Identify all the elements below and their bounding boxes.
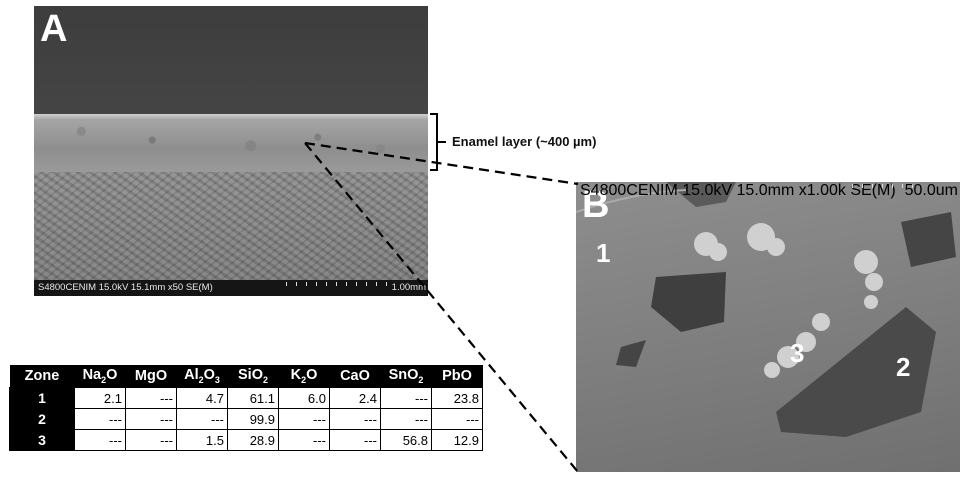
header-oxide: SiO2 [227,365,279,388]
zone-cell: 2 [9,408,75,430]
table-row: 2 --- --- --- 99.9 --- --- --- --- [9,408,483,430]
value-cell: 12.9 [431,429,483,451]
substrate-region [34,172,428,280]
bright-clusters [694,223,883,378]
enamel-layer-annotation: Enamel layer (~400 µm) [452,134,597,149]
sem-background-region [34,6,428,116]
header-oxide: CaO [329,365,381,388]
zoom-line-top [304,141,579,186]
value-cell: 99.9 [227,408,279,430]
header-oxide: Al2O3 [176,365,228,388]
value-cell: --- [74,408,126,430]
header-oxide: MgO [125,365,177,388]
value-cell: 2.4 [329,387,381,409]
value-cell: --- [125,408,177,430]
value-cell: --- [431,408,483,430]
sem-footer-b: S4800CENIM 15.0kV 15.0mm x1.00k SE(M) 50… [576,182,960,199]
zoom-line-bottom [304,142,579,473]
zone-label-3: 3 [790,338,805,368]
composition-table: Zone Na2O MgO Al2O3 SiO2 K2O CaO SnO2 PbO 1 2.1-… [9,365,483,451]
value-cell: --- [278,408,330,430]
panel-label-b: B [582,184,610,226]
scale-label-b: 50.0um [904,182,958,199]
value-cell: 61.1 [227,387,279,409]
enamel-layer-region [34,114,428,172]
panel-label-a: A [40,8,68,50]
value-cell: --- [125,387,177,409]
value-cell: --- [380,387,432,409]
table-row: 1 2.1 --- 4.7 61.1 6.0 2.4 --- 23.8 [9,387,483,409]
dark-phase [666,182,736,207]
table-header-row: Zone Na2O MgO Al2O3 SiO2 K2O CaO SnO2 PbO [9,365,483,388]
zone-label-1: 1 [596,238,611,268]
zone-cell: 3 [9,429,75,451]
sem-image-b: B 1 3 2 S4800CENIM 15.0kV 15.0mm x1.00k … [576,182,960,472]
header-zone: Zone [9,365,75,388]
header-oxide: K2O [278,365,330,388]
header-oxide: SnO2 [380,365,432,388]
header-oxide: PbO [431,365,483,388]
scale-bar-a [286,282,388,286]
value-cell: --- [74,429,126,451]
sem-meta-b: S4800CENIM 15.0kV 15.0mm x1.00k SE(M) [580,182,896,199]
table-row: 3 --- --- 1.5 28.9 --- --- 56.8 12.9 [9,429,483,451]
sem-meta-a: S4800CENIM 15.0kV 15.1mm x50 SE(M) [38,282,213,293]
value-cell: --- [329,429,381,451]
enamel-bracket [430,113,446,171]
value-cell: 2.1 [74,387,126,409]
value-cell: --- [329,408,381,430]
zone-label-2: 2 [896,352,911,382]
sem-footer-a: S4800CENIM 15.0kV 15.1mm x50 SE(M) 1.00m… [34,280,428,296]
scale-label-a: 1.00mm [391,282,426,293]
value-cell: --- [278,429,330,451]
value-cell: 1.5 [176,429,228,451]
zone-cell: 1 [9,387,75,409]
header-oxide: Na2O [74,365,126,388]
dark-phase-large [776,307,936,437]
value-cell: 23.8 [431,387,483,409]
value-cell: --- [125,429,177,451]
value-cell: 28.9 [227,429,279,451]
dark-phase [901,212,956,267]
dark-phase [616,340,646,367]
scale-bar-b [852,184,914,188]
value-cell: 4.7 [176,387,228,409]
dark-phase [651,272,726,332]
value-cell: 6.0 [278,387,330,409]
value-cell: --- [380,408,432,430]
value-cell: 56.8 [380,429,432,451]
value-cell: --- [176,408,228,430]
sem-microstructure-b [576,182,956,437]
